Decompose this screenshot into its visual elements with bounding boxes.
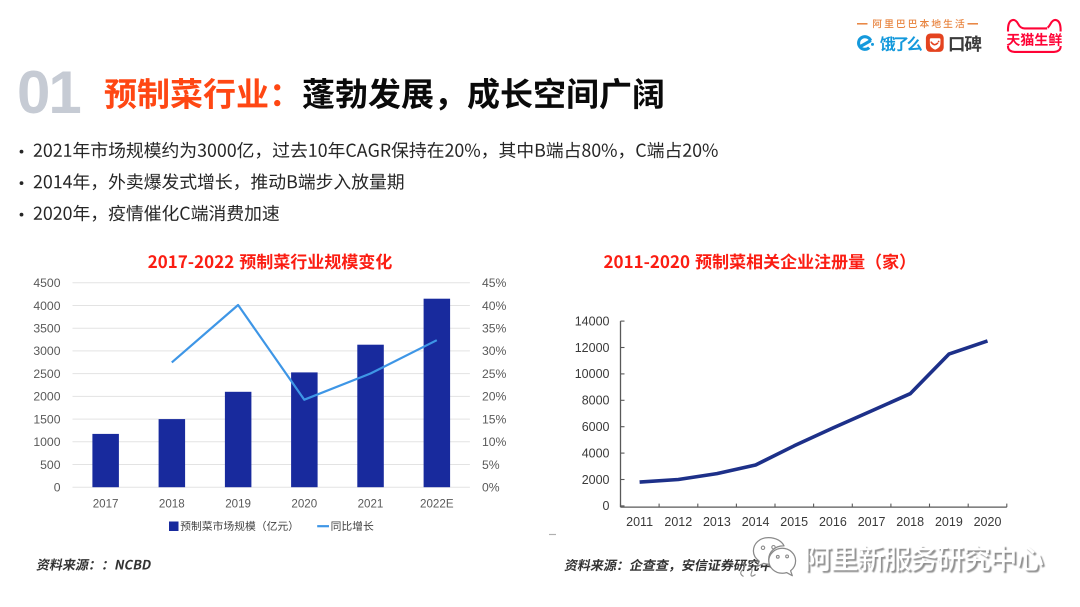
svg-text:12000: 12000 [575,341,610,355]
svg-text:2016: 2016 [819,515,847,529]
svg-text:2017: 2017 [858,515,886,529]
svg-text:40%: 40% [482,299,507,313]
svg-text:2017: 2017 [93,498,119,511]
svg-text:2011: 2011 [626,515,653,529]
svg-text:2021: 2021 [358,498,384,511]
svg-text:4000: 4000 [33,299,60,313]
svg-text:4500: 4500 [33,276,60,290]
svg-text:2012: 2012 [664,515,692,529]
svg-text:2000: 2000 [33,390,60,404]
svg-text:0: 0 [54,481,61,495]
svg-text:01: 01 [17,59,80,126]
svg-text:4000: 4000 [582,446,610,460]
svg-text:2020: 2020 [291,498,317,511]
svg-text:2000: 2000 [582,473,610,487]
svg-text:10000: 10000 [575,367,610,381]
svg-text:2022E: 2022E [420,498,454,511]
svg-text:2015: 2015 [780,515,808,529]
svg-text:2018: 2018 [159,498,185,511]
svg-text:1500: 1500 [33,412,60,426]
svg-text:15%: 15% [482,412,507,426]
svg-text:3500: 3500 [33,322,60,336]
svg-text:0: 0 [603,499,610,513]
svg-text:30%: 30% [482,344,507,358]
svg-text:0%: 0% [482,481,500,495]
svg-text:2019: 2019 [935,515,963,529]
svg-text:20%: 20% [482,390,507,404]
svg-text:2500: 2500 [33,367,60,381]
svg-text:8000: 8000 [582,394,610,408]
svg-text:2014: 2014 [742,515,770,529]
svg-text:3000: 3000 [33,344,60,358]
svg-text:25%: 25% [482,367,507,381]
svg-text:45%: 45% [482,276,507,290]
svg-text:10%: 10% [482,435,507,449]
svg-text:5%: 5% [482,458,500,472]
svg-text:2020: 2020 [974,515,1002,529]
svg-text:1000: 1000 [33,435,60,449]
svg-text:6000: 6000 [582,420,610,434]
svg-text:2018: 2018 [896,515,924,529]
svg-text:500: 500 [40,458,61,472]
svg-text:2019: 2019 [225,498,251,511]
svg-text:35%: 35% [482,322,507,336]
svg-text:2013: 2013 [703,515,731,529]
svg-text:14000: 14000 [575,314,610,328]
